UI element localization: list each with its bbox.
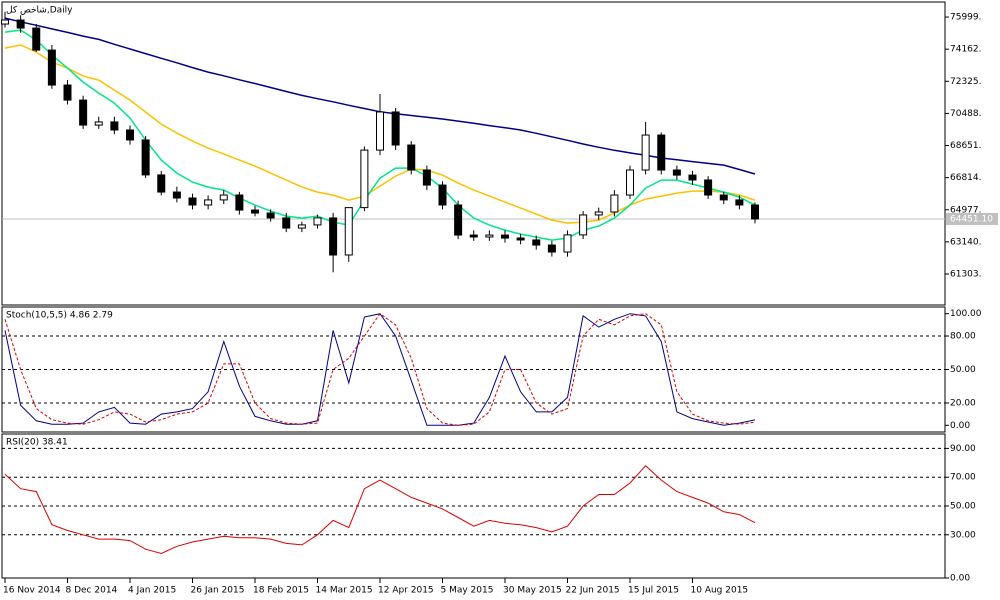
candle-body (501, 234, 509, 239)
series-line (4, 464, 756, 555)
y-tick-label: 80.00 (950, 332, 976, 342)
y-tick-label: 50.00 (950, 365, 976, 375)
candle-body (266, 212, 275, 219)
candle-body (329, 217, 338, 256)
candle-body (63, 84, 72, 101)
candle-body (126, 129, 134, 141)
candle-body (641, 134, 650, 171)
candle-body (657, 134, 666, 171)
series-line (4, 312, 756, 426)
candle-body (141, 139, 150, 176)
x-tick-label: 8 Dec 2014 (66, 586, 118, 596)
candle-body (219, 194, 228, 201)
panel-title: Stoch(10,5,5) 4.86 2.79 (6, 311, 113, 321)
y-tick-label: 50.00 (950, 502, 976, 512)
candle-body (704, 179, 713, 196)
x-tick-label: 5 May 2015 (441, 586, 494, 596)
candle-body (47, 49, 56, 86)
candle-body (579, 214, 588, 236)
candle-body (251, 209, 259, 214)
candle-body (454, 204, 463, 236)
candle-body (688, 174, 697, 181)
y-tick-label: 75999. (950, 13, 982, 23)
candle-body (719, 194, 728, 201)
y-tick-label: 63140. (950, 237, 982, 247)
y-tick-label: 100.00 (950, 309, 982, 319)
y-tick-label: 66814. (950, 173, 982, 183)
candle-body (110, 121, 119, 131)
candle-body (360, 149, 369, 209)
candle-body (594, 211, 603, 216)
candle-body (751, 204, 759, 220)
candle-body (157, 174, 166, 193)
panel-title: شاخص کل,Daily (6, 6, 73, 16)
candle-body (376, 111, 384, 151)
candle-body (297, 224, 306, 229)
candle-body (672, 169, 681, 176)
panel-title: RSI(20) 38.41 (6, 438, 68, 448)
x-tick-label: 18 Feb 2015 (253, 586, 309, 596)
candle-body (532, 239, 541, 246)
x-tick-label: 10 Aug 2015 (691, 586, 749, 596)
y-tick-label: 0.00 (950, 421, 970, 431)
candle-body (172, 191, 181, 199)
x-tick-label: 15 Jul 2015 (628, 586, 679, 596)
y-tick-label: 70.00 (950, 473, 976, 483)
y-tick-label: 72325. (950, 77, 982, 87)
y-tick-label: 0.00 (950, 574, 970, 584)
candle-body (485, 234, 494, 238)
candle-body (563, 234, 572, 253)
candle-body (32, 27, 41, 51)
candle-body (422, 169, 431, 186)
candle-body (407, 144, 416, 171)
panel-frame (1, 1, 946, 306)
y-tick-label: 90.00 (950, 444, 976, 454)
candle-body (282, 217, 291, 229)
x-tick-label: 16 Nov 2014 (3, 586, 61, 596)
candle-body (204, 199, 213, 206)
y-tick-label: 20.00 (950, 398, 976, 408)
y-tick-label: 61303. (950, 270, 982, 280)
y-tick-label: 74162. (950, 45, 982, 55)
candle-body (313, 217, 322, 226)
x-tick-label: 12 Apr 2015 (378, 586, 434, 596)
candle-body (516, 237, 525, 241)
candle-body (188, 197, 197, 206)
candle-body (547, 244, 556, 253)
series-line (4, 29, 756, 241)
candle-body (391, 111, 400, 146)
x-tick-label: 22 Jun 2015 (566, 586, 620, 596)
current-price-label: 64451.10 (950, 214, 993, 224)
candle-body (344, 207, 353, 256)
y-tick-label: 70488. (950, 109, 982, 119)
candle-body (16, 19, 25, 29)
current-price-box (946, 212, 998, 225)
y-tick-label: 68651. (950, 141, 982, 151)
candle-body (79, 99, 88, 126)
x-tick-label: 26 Jan 2015 (191, 586, 245, 596)
x-tick-label: 4 Jan 2015 (128, 586, 176, 596)
y-tick-label: 64977. (950, 205, 982, 215)
candle-body (469, 234, 478, 238)
candle-body (610, 194, 619, 213)
candle-body (735, 199, 744, 206)
y-tick-label: 30.00 (950, 530, 976, 540)
candle-body (235, 194, 244, 211)
x-tick-label: 14 Mar 2015 (316, 586, 373, 596)
candle-body (94, 121, 103, 126)
candle-body (438, 184, 447, 206)
candle-body (1, 19, 9, 25)
candle-body (626, 169, 634, 196)
x-tick-label: 30 May 2015 (503, 586, 562, 596)
